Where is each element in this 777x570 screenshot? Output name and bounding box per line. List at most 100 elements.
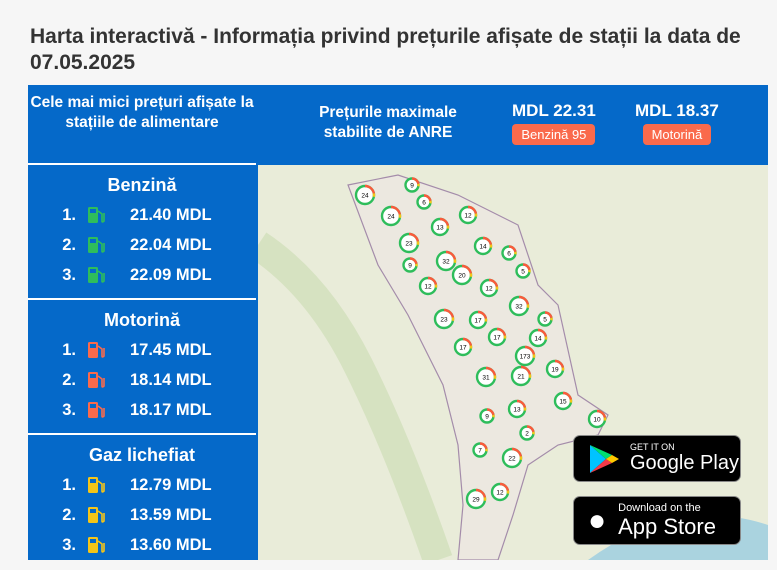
interactive-map[interactable]: 24 9 6 12 24 13 23 14 6 9 32 20 5 12 12 32 23 17 5 17 14 17 17… [258,165,768,560]
cluster-count: 20 [458,273,466,280]
fuel-section: Motorină 1. 17.45 MDL 2. 18.14 MDL 3. 18.17 MD… [28,300,256,425]
cluster-count: 9 [485,414,489,421]
max-price-benzina: MDL 22.31 Benzină 95 [512,101,596,145]
station-cluster[interactable]: 15 [553,391,573,411]
station-cluster[interactable]: 20 [451,264,473,286]
cluster-count: 5 [543,317,547,324]
price: 21.40 MDL [130,205,212,224]
price: 22.04 MDL [130,235,212,254]
price-row: 3. 13.60 MDL [28,530,256,560]
station-cluster[interactable]: 6 [501,245,517,261]
fuel-section: Benzină 1. 21.40 MDL 2. 22.04 MDL 3. 22.09 MDL [28,165,256,290]
apple-big-text: App Store [618,513,716,539]
price: 13.59 MDL [130,505,212,524]
station-cluster[interactable]: 10 [587,409,607,429]
station-cluster[interactable]: 5 [515,263,531,279]
cluster-count: 32 [515,304,523,311]
cluster-count: 12 [485,286,493,293]
station-cluster[interactable]: 24 [354,184,376,206]
station-cluster[interactable]: 24 [380,205,402,227]
station-cluster[interactable]: 31 [475,366,497,388]
station-cluster[interactable]: 12 [479,278,499,298]
fuel-pump-icon [88,207,105,223]
cluster-count: 14 [534,336,542,343]
cluster-count: 22 [508,456,516,463]
google-small-text: GET IT ON [630,442,675,452]
station-cluster[interactable]: 21 [510,365,532,387]
station-cluster[interactable]: 6 [416,194,432,210]
station-cluster[interactable]: 2 [519,425,535,441]
station-cluster[interactable]: 9 [479,408,495,424]
cluster-count: 10 [593,417,601,424]
cluster-count: 23 [440,317,448,324]
cluster-count: 24 [361,193,369,200]
cluster-count: 5 [521,269,525,276]
rank: 3. [62,535,76,554]
station-cluster[interactable]: 9 [402,257,418,273]
station-cluster[interactable]: 23 [433,308,455,330]
divider [28,163,256,165]
station-cluster[interactable]: 17 [468,310,488,330]
fuel-badge: Benzină 95 [512,124,596,145]
cluster-count: 7 [478,448,482,455]
fuel-pump-icon [88,267,105,283]
station-cluster[interactable]: 19 [545,359,565,379]
station-cluster[interactable]: 14 [528,328,548,348]
price-panel: Cele mai mici prețuri afișate la stațiil… [28,85,768,560]
cluster-count: 173 [520,354,531,361]
cluster-count: 31 [482,375,490,382]
station-cluster[interactable]: 7 [472,442,488,458]
station-cluster[interactable]: 12 [490,482,510,502]
fuel-pump-icon [88,537,105,553]
app-store-button[interactable]: ● Download on the App Store [573,496,741,545]
station-cluster[interactable]: 13 [507,399,527,419]
price: 18.14 MDL [130,370,212,389]
station-cluster[interactable]: 32 [508,295,530,317]
station-cluster[interactable]: 13 [430,217,450,237]
price: 13.60 MDL [130,535,212,554]
station-cluster[interactable]: 17 [487,327,507,347]
cluster-count: 6 [422,200,426,207]
fuel-title: Benzină [107,175,177,195]
fuel-pump-icon [88,342,105,358]
cluster-count: 12 [464,213,472,220]
station-cluster[interactable]: 9 [404,177,420,193]
cluster-count: 9 [408,263,412,270]
station-cluster[interactable]: 173 [514,345,536,367]
google-play-button[interactable]: GET IT ON Google Play [573,435,741,482]
station-cluster[interactable]: 12 [418,276,438,296]
station-cluster[interactable]: 5 [537,311,553,327]
price-row: 1. 12.79 MDL [28,470,256,500]
station-cluster[interactable]: 22 [501,447,523,469]
cluster-count: 14 [479,244,487,251]
station-cluster[interactable]: 14 [473,236,493,256]
divider [28,433,256,435]
terrain [258,232,453,560]
fuel-pump-icon [88,507,105,523]
price-row: 1. 17.45 MDL [28,335,256,365]
price-row: 3. 18.17 MDL [28,395,256,425]
google-play-icon [590,444,619,473]
station-cluster[interactable]: 23 [398,232,420,254]
fuel-title: Gaz lichefiat [88,445,196,465]
max-price-motorina: MDL 18.37 Motorină [635,101,719,145]
rank: 2. [62,505,76,524]
price-row: 2. 22.04 MDL [28,230,256,260]
station-cluster[interactable]: 17 [453,337,473,357]
cluster-count: 21 [517,374,525,381]
cluster-count: 17 [459,345,467,352]
station-cluster[interactable]: 29 [465,488,487,510]
fuel-pump-icon [88,372,105,388]
cluster-count: 24 [387,214,395,221]
cluster-count: 12 [496,490,504,497]
cluster-count: 17 [493,335,501,342]
apple-small-text: Download on the [618,501,701,514]
rank: 1. [62,340,76,359]
price: 12.79 MDL [130,475,212,494]
price-row: 3. 22.09 MDL [28,260,256,290]
station-cluster[interactable]: 32 [435,250,457,272]
rank: 1. [62,475,76,494]
station-cluster[interactable]: 12 [458,205,478,225]
cluster-count: 15 [559,399,567,406]
